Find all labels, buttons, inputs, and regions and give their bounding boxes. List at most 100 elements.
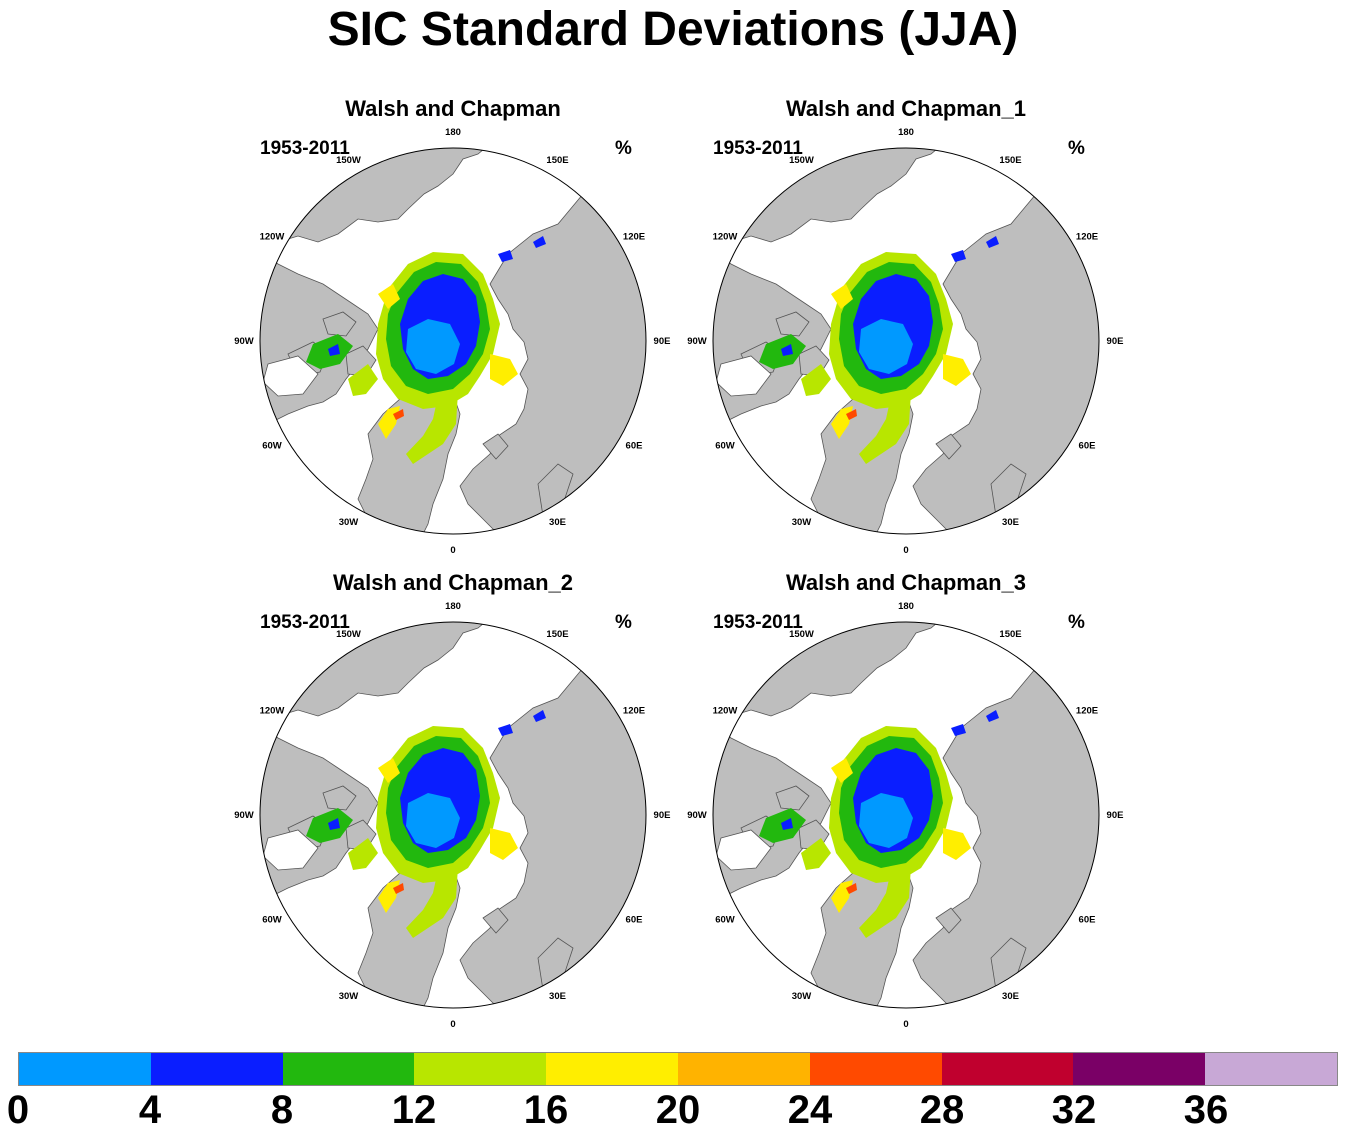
arctic-island [322, 311, 357, 337]
longitude-label: 180 [445, 601, 461, 612]
ice-hotspot [393, 409, 404, 420]
longitude-label: 0 [450, 545, 455, 556]
panel-title: Walsh and Chapman_3 [785, 570, 1026, 595]
longitude-label: 90W [687, 810, 707, 821]
longitude-label: 150E [546, 629, 568, 640]
ice-baffin [801, 364, 831, 396]
colorbar-box [546, 1053, 678, 1085]
polar-map: 180 150E 120E 90E 60E 30E 0 30W 60W 90W 120W 150W [234, 601, 670, 1030]
ice-okhotsk [951, 724, 966, 736]
ice-okhotsk [498, 724, 513, 736]
colorbar-tick-label: 4 [138, 1088, 162, 1132]
longitude-label: 30W [792, 517, 812, 528]
scandinavia [537, 937, 574, 991]
colorbar-tick-label: 0 [6, 1088, 30, 1132]
longitude-label: 60E [1079, 441, 1096, 452]
longitude-label: 150W [789, 155, 814, 166]
longitude-label: 120E [1076, 232, 1098, 243]
sea-ice-field [306, 236, 546, 464]
units-label: % [1068, 612, 1085, 633]
colorbar-tick-label: 12 [391, 1088, 437, 1132]
map-panel-4: Walsh and Chapman_3 1953-2011 % 180 150E 1… [681, 570, 1131, 1040]
sea-ice-field [759, 710, 999, 938]
polar-map: 180 150E 120E 90E 60E 30E 0 30W 60W 90W 120W 150W [234, 127, 671, 556]
longitude-label: 60E [626, 441, 643, 452]
ice-margin [378, 758, 400, 783]
ice-okhotsk [533, 236, 546, 248]
svalbard [482, 907, 509, 934]
ice-baffin [348, 838, 378, 870]
colorbar-box [19, 1053, 151, 1085]
ice-hudson-core [781, 818, 793, 830]
longitude-label: 150E [999, 629, 1021, 640]
map-border [712, 147, 1100, 535]
colorbar-box [941, 1053, 1074, 1085]
polar-map: 180 150E 120E 90E 60E 30E 0 30W 60W 90W 120W 150W [687, 127, 1124, 556]
panel-title: Walsh and Chapman_2 [332, 570, 573, 595]
longitude-label: 120E [623, 232, 645, 243]
longitude-label: 90W [234, 810, 254, 821]
longitude-label: 30W [339, 991, 359, 1002]
period-label: 1953-2011 [713, 138, 803, 159]
longitude-label: 0 [903, 545, 908, 556]
longitude-label: 120W [713, 232, 738, 243]
map-border [712, 621, 1100, 1009]
ice-okhotsk [951, 250, 966, 262]
scandinavia [990, 463, 1027, 517]
colorbar-box [150, 1053, 283, 1085]
ice-hudson-core [781, 344, 793, 356]
ice-margin [490, 354, 518, 386]
ice-margin [831, 284, 853, 309]
sea-ice-field [306, 710, 546, 938]
longitude-label: 90E [1107, 336, 1124, 347]
colorbar-box [809, 1053, 942, 1085]
scandinavia [537, 463, 574, 517]
main-title: SIC Standard Deviations (JJA) [327, 3, 1019, 56]
ice-margin [831, 758, 853, 783]
colorbar-tick-label: 8 [270, 1088, 294, 1132]
longitude-label: 180 [898, 601, 914, 612]
longitude-label: 60E [626, 915, 643, 926]
longitude-label: 120W [713, 706, 738, 717]
ice-core-low [406, 319, 460, 374]
period-label: 1953-2011 [260, 138, 350, 159]
longitude-label: 60E [1079, 915, 1096, 926]
longitude-label: 30E [549, 991, 566, 1002]
longitude-label: 150W [789, 629, 814, 640]
longitude-label: 90E [654, 336, 671, 347]
longitude-label: 120W [260, 232, 285, 243]
longitude-label: 150W [336, 155, 361, 166]
units-label: % [1068, 138, 1085, 159]
ice-hotspot [846, 409, 857, 420]
longitude-label: 60W [715, 915, 735, 926]
map-border [259, 147, 647, 535]
arctic-island [775, 785, 810, 811]
longitude-label: 180 [445, 127, 461, 138]
arctic-island [322, 785, 357, 811]
colorbar-box [414, 1053, 547, 1085]
map-panel-3: Walsh and Chapman_2 1953-2011 % 180 150E 1… [228, 570, 678, 1040]
ice-core-low [406, 793, 460, 848]
colorbar-box [677, 1053, 810, 1085]
arctic-island [775, 311, 810, 337]
longitude-label: 30E [549, 517, 566, 528]
polar-map: 180 150E 120E 90E 60E 30E 0 30W 60W 90W 120W 150W [687, 601, 1124, 1030]
ice-hotspot [393, 883, 404, 894]
longitude-label: 0 [450, 1019, 455, 1030]
longitude-label: 30W [792, 991, 812, 1002]
longitude-label: 150W [336, 629, 361, 640]
longitude-label: 120E [1076, 706, 1098, 717]
longitude-label: 90E [1107, 810, 1124, 821]
longitude-label: 150E [546, 155, 568, 166]
colorbar-tick-label: 16 [523, 1088, 569, 1132]
longitude-label: 180 [898, 127, 914, 138]
units-label: % [615, 612, 632, 633]
longitude-label: 0 [903, 1019, 908, 1030]
ice-baffin [801, 838, 831, 870]
longitude-label: 30E [1002, 517, 1019, 528]
map-panel-1: Walsh and Chapman 1953-2011 % 180 150E 120… [228, 96, 678, 566]
ice-hotspot [846, 883, 857, 894]
longitude-label: 30W [339, 517, 359, 528]
longitude-label: 120W [260, 706, 285, 717]
longitude-label: 150E [999, 155, 1021, 166]
